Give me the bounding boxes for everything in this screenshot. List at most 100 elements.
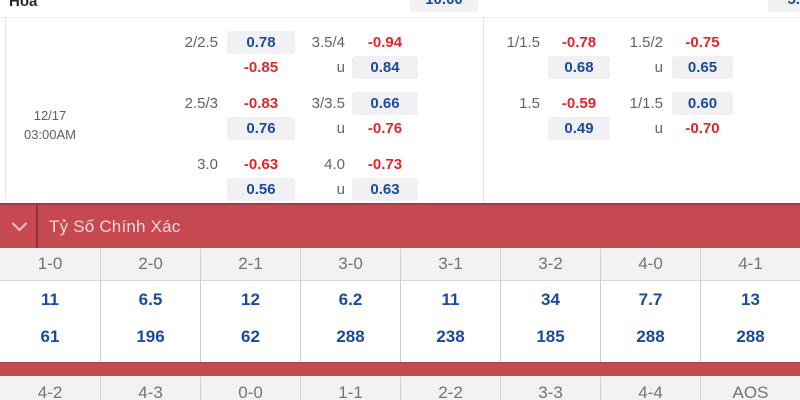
over-under-label: 3/3.5 u xyxy=(311,95,345,137)
left-border-line xyxy=(5,18,6,203)
handicap-odds-cell: -0.78 0.68 xyxy=(548,31,610,79)
score-column: 2-0 6.5 196 xyxy=(100,248,200,362)
odds-button[interactable]: 0.56 xyxy=(227,178,295,201)
handicap-odds-cell: -0.83 0.76 xyxy=(227,92,295,140)
odds-button[interactable]: -0.75 xyxy=(672,31,733,54)
score-column: 4-0 7.7 288 xyxy=(600,248,700,362)
odds-button[interactable]: 0.78 xyxy=(227,31,295,54)
odds-button[interactable]: -0.70 xyxy=(672,117,733,140)
score-column: 0-0 xyxy=(200,376,300,400)
chevron-down-icon xyxy=(11,221,28,232)
correct-score-section-header[interactable]: Tỷ Số Chính Xác xyxy=(0,203,800,248)
odds-button[interactable]: 185 xyxy=(536,327,565,346)
odds-button[interactable]: 6.5 xyxy=(138,290,163,309)
odds-button[interactable]: 288 xyxy=(736,327,765,346)
odds-button[interactable]: 11 xyxy=(441,290,460,309)
score-header: 4-0 xyxy=(601,248,700,281)
score-column: 1-1 xyxy=(300,376,400,400)
odds-button[interactable]: 238 xyxy=(436,327,465,346)
score-header: 4-3 xyxy=(101,376,200,400)
odds-button[interactable]: 196 xyxy=(136,327,165,346)
odds-button[interactable]: 62 xyxy=(241,327,260,346)
handicap-label: 2/2.5 xyxy=(184,34,218,51)
match-time: 03:00AM xyxy=(23,127,77,142)
score-header: 1-1 xyxy=(301,376,400,400)
odds-button[interactable]: 0.66 xyxy=(352,92,418,115)
draw-odds-button[interactable]: 10.00 xyxy=(410,0,478,12)
panel-divider-line xyxy=(483,18,484,203)
over-under-label: 1/1.5 u xyxy=(629,95,663,137)
score-header: 2-0 xyxy=(101,248,200,281)
score-header: 0-0 xyxy=(201,376,300,400)
score-header: 3-3 xyxy=(501,376,600,400)
odds-button[interactable]: -0.63 xyxy=(227,153,295,176)
score-column: 3-3 xyxy=(500,376,600,400)
score-odds-cell: 7.7 288 xyxy=(601,281,700,362)
odds-row: 2/2.5 0.78 -0.85 3.5/4 u -0.94 0.84 xyxy=(100,31,483,79)
score-column: 3-2 34 185 xyxy=(500,248,600,362)
match-datetime: 12/17 03:00AM xyxy=(0,106,100,144)
correct-score-grid: 1-0 11 61 2-0 6.5 196 2-1 12 62 3-0 6.2 xyxy=(0,248,800,362)
score-odds-cell: 11 61 xyxy=(0,281,100,362)
handicap-odds-cell: -0.59 0.49 xyxy=(548,92,610,140)
odds-button[interactable]: 0.65 xyxy=(672,56,733,79)
handicap-odds-panel-left: 2/2.5 0.78 -0.85 3.5/4 u -0.94 0.84 2.5/3 xyxy=(100,18,483,201)
odds-button[interactable]: -0.78 xyxy=(548,31,610,54)
score-odds-cell: 11 238 xyxy=(401,281,500,362)
odds-button[interactable]: 288 xyxy=(336,327,365,346)
over-under-odds-cell: -0.75 0.65 xyxy=(672,31,733,79)
odds-button[interactable]: 11 xyxy=(41,290,59,309)
odds-button[interactable]: -0.59 xyxy=(548,92,610,115)
odds-button[interactable]: 0.84 xyxy=(352,56,418,79)
score-column: 1-0 11 61 xyxy=(0,248,100,362)
over-under-odds-cell: -0.73 0.63 xyxy=(352,153,418,201)
away-odds-button[interactable]: 5.50 xyxy=(768,0,800,12)
odds-row: 1/1.5 -0.78 0.68 1.5/2 u -0.75 0.65 xyxy=(483,31,800,79)
match-odds-section: Hòa 10.00 5.50 12/17 03:00AM 2/2.5 0.78 … xyxy=(0,0,800,203)
score-column: 3-0 6.2 288 xyxy=(300,248,400,362)
score-header: 1-0 xyxy=(0,248,100,281)
score-header: 4-2 xyxy=(0,376,100,400)
over-under-odds-cell: 0.60 -0.70 xyxy=(672,92,733,140)
match-date: 12/17 xyxy=(33,108,67,123)
odds-button[interactable]: -0.76 xyxy=(352,117,418,140)
odds-button[interactable]: 61 xyxy=(40,327,60,346)
odds-button[interactable]: 0.68 xyxy=(548,56,610,79)
odds-button[interactable]: -0.94 xyxy=(352,31,418,54)
odds-button[interactable]: 7.7 xyxy=(638,290,663,309)
odds-button[interactable]: 12 xyxy=(241,290,260,309)
score-header: 3-1 xyxy=(401,248,500,281)
odds-button[interactable]: -0.83 xyxy=(227,92,295,115)
handicap-label: 1/1.5 xyxy=(506,34,540,51)
over-under-label: 4.0 u xyxy=(324,156,345,198)
handicap-label: 2.5/3 xyxy=(184,95,218,112)
score-column: 4-2 xyxy=(0,376,100,400)
odds-button[interactable]: 0.63 xyxy=(352,178,418,201)
score-header: 4-4 xyxy=(601,376,700,400)
odds-button[interactable]: -0.85 xyxy=(227,56,295,79)
section-separator xyxy=(0,362,800,376)
score-header: 3-2 xyxy=(501,248,600,281)
score-header: 2-2 xyxy=(401,376,500,400)
odds-button[interactable]: 0.60 xyxy=(672,92,733,115)
over-under-label: 3.5/4 u xyxy=(311,34,345,76)
odds-button[interactable]: 6.2 xyxy=(338,290,363,309)
odds-row: 3.0 -0.63 0.56 4.0 u -0.73 0.63 xyxy=(100,153,483,201)
odds-button[interactable]: 13 xyxy=(741,290,760,309)
score-column: 2-2 xyxy=(400,376,500,400)
row-divider xyxy=(0,17,800,18)
score-header: AOS xyxy=(701,376,800,400)
odds-button[interactable]: 288 xyxy=(636,327,665,346)
odds-button[interactable]: 0.49 xyxy=(548,117,610,140)
handicap-odds-cell: -0.63 0.56 xyxy=(227,153,295,201)
odds-button[interactable]: 34 xyxy=(541,290,560,309)
odds-button[interactable]: 0.76 xyxy=(227,117,295,140)
score-odds-cell: 12 62 xyxy=(201,281,300,362)
handicap-label: 1.5 xyxy=(519,95,540,112)
score-column: 4-1 13 288 xyxy=(700,248,800,362)
handicap-odds-panel-right: 1/1.5 -0.78 0.68 1.5/2 u -0.75 0.65 1.5 xyxy=(483,18,800,140)
over-under-odds-cell: -0.94 0.84 xyxy=(352,31,418,79)
score-column: 4-3 xyxy=(100,376,200,400)
odds-button[interactable]: -0.73 xyxy=(352,153,418,176)
